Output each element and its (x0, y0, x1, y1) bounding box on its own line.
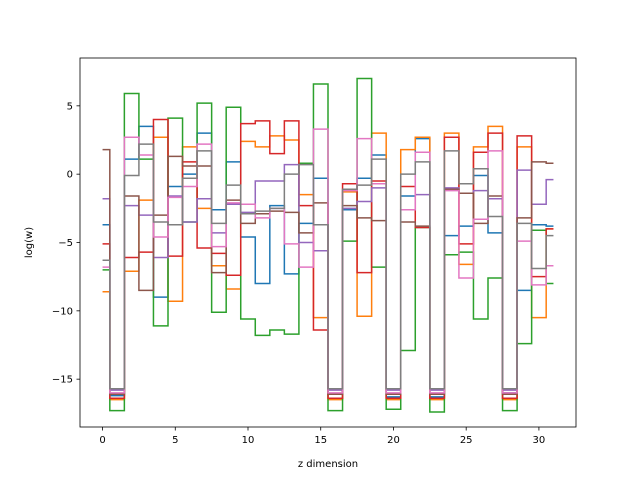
x-tick-label: 30 (533, 435, 546, 446)
x-tick-label: 15 (314, 435, 327, 446)
series-line-8 (102, 143, 554, 390)
x-tick-label: 0 (99, 435, 105, 446)
series-layer (102, 77, 554, 413)
x-tick-label: 25 (460, 435, 473, 446)
series-line-6 (102, 148, 554, 395)
y-tick-label: 0 (67, 170, 73, 181)
x-tick-label: 5 (172, 435, 178, 446)
y-axis-label: log(w) (24, 227, 35, 258)
x-tick-label: 10 (242, 435, 255, 446)
x-axis-label: z dimension (298, 459, 358, 470)
x-tick-label: 20 (387, 435, 400, 446)
y-axis-ticks: −15 −10 −5 0 5 (52, 101, 80, 386)
y-tick-label: 5 (67, 101, 73, 112)
y-tick-label: −5 (58, 238, 73, 249)
y-tick-label: −10 (52, 306, 73, 317)
y-tick-label: −15 (52, 375, 73, 386)
x-axis-ticks: 0 5 10 15 20 25 30 (99, 427, 545, 446)
